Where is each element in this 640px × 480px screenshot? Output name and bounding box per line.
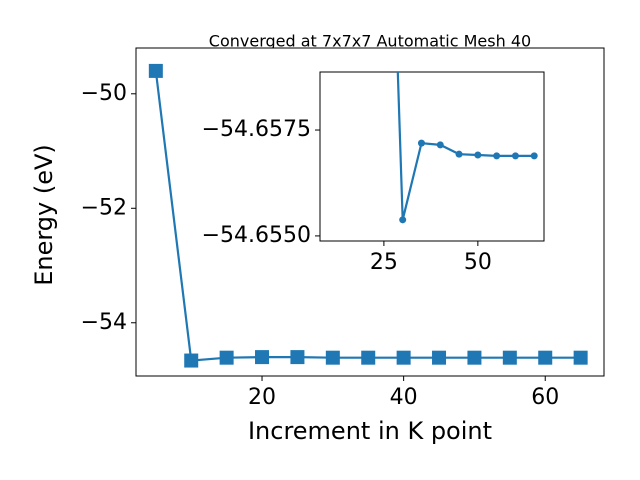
y-tick-label: −54.6550	[202, 223, 311, 248]
x-tick-label: 40	[390, 385, 418, 410]
marker	[417, 139, 425, 147]
marker	[399, 216, 407, 224]
marker	[361, 350, 376, 365]
marker	[467, 350, 482, 365]
marker	[148, 63, 163, 78]
y-tick-label: −54.6575	[202, 117, 311, 142]
x-tick-label: 20	[248, 385, 276, 410]
marker	[493, 152, 501, 160]
marker	[219, 350, 234, 365]
x-axis-label: Increment in K point	[248, 417, 492, 445]
series-group	[396, 72, 538, 224]
marker	[474, 151, 482, 159]
x-tick-label: 25	[370, 250, 398, 275]
marker	[502, 350, 517, 365]
chart-title: Converged at 7x7x7 Automatic Mesh 40	[209, 32, 531, 51]
marker	[530, 152, 538, 160]
marker	[455, 150, 463, 158]
marker	[436, 141, 444, 149]
series-group	[148, 63, 588, 368]
marker	[290, 350, 305, 365]
y-axis-label: Energy (eV)	[30, 144, 58, 286]
marker	[325, 350, 340, 365]
marker	[432, 350, 447, 365]
y-tick-label: −50	[81, 81, 127, 106]
marker	[573, 350, 588, 365]
y-tick-label: −54	[81, 310, 127, 335]
marker	[184, 353, 199, 368]
y-tick-label: −52	[81, 195, 127, 220]
marker	[538, 350, 553, 365]
marker	[255, 350, 270, 365]
x-tick-label: 60	[531, 385, 559, 410]
x-tick-label: 50	[464, 250, 492, 275]
marker	[396, 350, 411, 365]
marker	[511, 152, 519, 160]
